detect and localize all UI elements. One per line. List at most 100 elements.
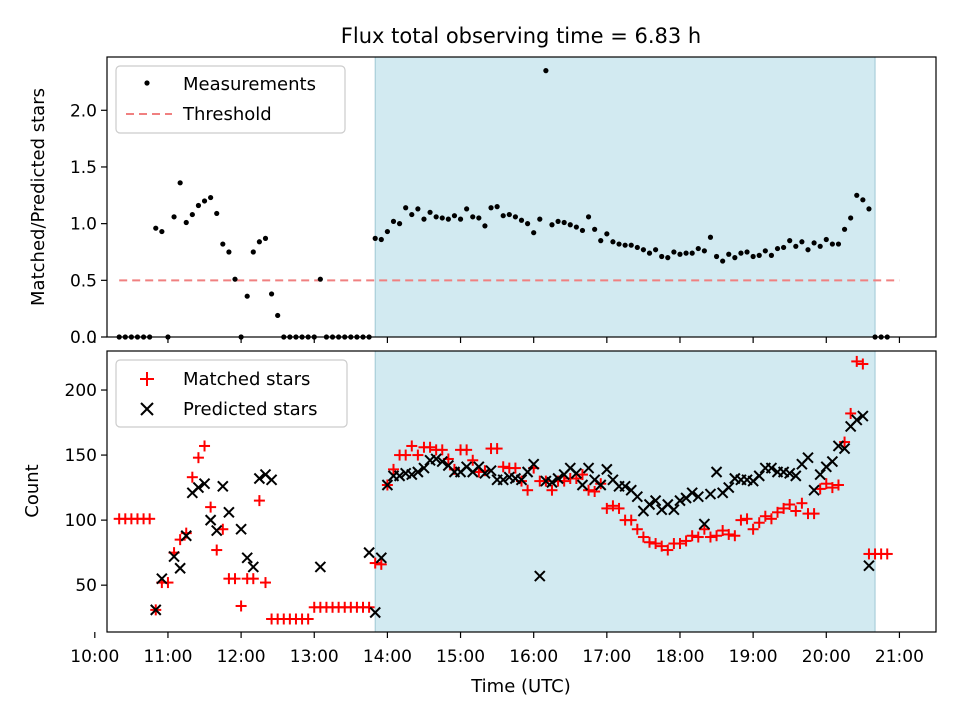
matched-star-point bbox=[772, 506, 784, 518]
measurement-point bbox=[317, 276, 323, 282]
y-tick-label: 0.5 bbox=[70, 271, 97, 291]
measurement-point bbox=[744, 249, 750, 255]
predicted-star-point bbox=[247, 561, 260, 573]
legend-threshold-label: Threshold bbox=[182, 104, 272, 125]
predicted-star-point bbox=[479, 467, 491, 479]
measurement-point bbox=[683, 250, 689, 256]
matched-star-point bbox=[144, 513, 156, 525]
predicted-star-point bbox=[217, 480, 229, 493]
measurement-point bbox=[433, 214, 439, 220]
predicted-star-point bbox=[211, 524, 223, 537]
top-y-axis-label: Matched/Predicted stars bbox=[28, 88, 49, 306]
bottom-legend: Matched stars Predicted stars bbox=[115, 359, 348, 428]
predicted-star-point bbox=[546, 476, 558, 489]
bottom-points-layer bbox=[113, 355, 893, 625]
predicted-star-point bbox=[180, 530, 192, 542]
matched-star-point bbox=[570, 472, 582, 484]
predicted-star-point bbox=[497, 474, 509, 486]
bottom-y-ticks: 50 100 150 200 bbox=[65, 381, 107, 596]
matched-star-point bbox=[851, 355, 863, 367]
matched-star-point bbox=[253, 495, 265, 507]
matched-star-point bbox=[747, 523, 759, 535]
matched-star-point bbox=[424, 441, 436, 453]
matched-star-point bbox=[704, 531, 716, 543]
measurement-point bbox=[598, 238, 604, 244]
top-plot-frame bbox=[106, 56, 937, 338]
measurement-point bbox=[427, 209, 433, 215]
matched-star-point bbox=[522, 484, 534, 496]
matched-star-point bbox=[698, 523, 710, 535]
predicted-star-point bbox=[393, 470, 406, 482]
measurement-point bbox=[610, 239, 616, 245]
measurement-point bbox=[403, 205, 409, 211]
measurement-point bbox=[232, 276, 238, 282]
x-tick-label: 11:00 bbox=[143, 647, 192, 667]
matched-star-point bbox=[839, 436, 851, 448]
matched-star-point bbox=[497, 461, 509, 473]
predicted-star-point bbox=[765, 462, 778, 474]
measurement-point bbox=[866, 206, 872, 212]
measurement-point bbox=[592, 226, 598, 232]
predicted-star-point bbox=[150, 604, 162, 616]
measurement-point bbox=[250, 249, 256, 255]
matched-star-point bbox=[692, 531, 704, 543]
matched-star-point bbox=[546, 484, 558, 496]
x-tick-label: 18:00 bbox=[655, 647, 704, 667]
y-tick-label: 100 bbox=[65, 511, 97, 531]
measurement-point bbox=[396, 221, 403, 227]
measurement-point bbox=[214, 210, 220, 217]
measurement-point bbox=[854, 192, 860, 198]
matched-star-point bbox=[211, 544, 223, 556]
measurement-point bbox=[372, 235, 378, 241]
matched-star-point bbox=[778, 502, 790, 514]
measurement-point bbox=[781, 244, 787, 251]
legend-matched-marker bbox=[140, 372, 154, 386]
measurement-point bbox=[177, 180, 183, 186]
bottom-x-ticks: 10:00 11:00 12:00 13:00 14:00 15:00 16:00 17:00… bbox=[70, 632, 924, 667]
predicted-star-point bbox=[192, 481, 205, 494]
measurement-point bbox=[201, 198, 208, 204]
y-tick-label: 1.0 bbox=[70, 215, 97, 235]
matched-star-point bbox=[723, 528, 735, 540]
x-tick-label: 16:00 bbox=[509, 647, 558, 667]
top-chart-title: Flux total observing time = 6.83 h bbox=[341, 24, 701, 48]
bottom-y-axis-label: Count bbox=[22, 464, 43, 517]
matched-star-point bbox=[857, 358, 869, 370]
matched-star-point bbox=[790, 505, 802, 517]
matched-star-point bbox=[363, 601, 375, 613]
matched-star-point bbox=[375, 558, 387, 570]
matched-star-point bbox=[735, 514, 747, 526]
matched-star-point bbox=[607, 500, 619, 512]
measurement-point bbox=[695, 245, 701, 252]
measurement-point bbox=[793, 243, 799, 249]
predicted-star-point bbox=[223, 506, 235, 519]
matched-star-point bbox=[491, 443, 503, 455]
measurement-point bbox=[848, 215, 854, 221]
measurement-point bbox=[159, 228, 165, 235]
x-tick-label: 12:00 bbox=[217, 647, 266, 667]
measurement-point bbox=[220, 241, 226, 247]
matched-star-point bbox=[826, 482, 838, 494]
y-tick-label: 200 bbox=[65, 381, 97, 401]
measurement-point bbox=[378, 236, 384, 243]
measurement-point bbox=[451, 213, 458, 219]
predicted-star-point bbox=[265, 474, 278, 486]
matched-star-point bbox=[192, 452, 204, 464]
measurement-point bbox=[738, 250, 744, 256]
matched-star-point bbox=[674, 538, 686, 550]
top-legend-box bbox=[115, 65, 346, 134]
matched-star-point bbox=[729, 530, 741, 542]
y-tick-label: 150 bbox=[65, 446, 97, 466]
x-tick-label: 17:00 bbox=[582, 647, 631, 667]
measurement-point bbox=[464, 206, 470, 212]
measurement-point bbox=[653, 247, 659, 253]
matched-star-point bbox=[174, 534, 186, 546]
predicted-star-point bbox=[576, 479, 589, 491]
measurement-point bbox=[640, 247, 647, 253]
legend-measurements-label: Measurements bbox=[183, 74, 316, 95]
measurement-point bbox=[689, 250, 695, 256]
measurement-point bbox=[494, 204, 500, 210]
predicted-star-point bbox=[595, 479, 607, 491]
y-tick-label: 0.0 bbox=[70, 328, 97, 348]
predicted-star-point bbox=[832, 440, 845, 452]
